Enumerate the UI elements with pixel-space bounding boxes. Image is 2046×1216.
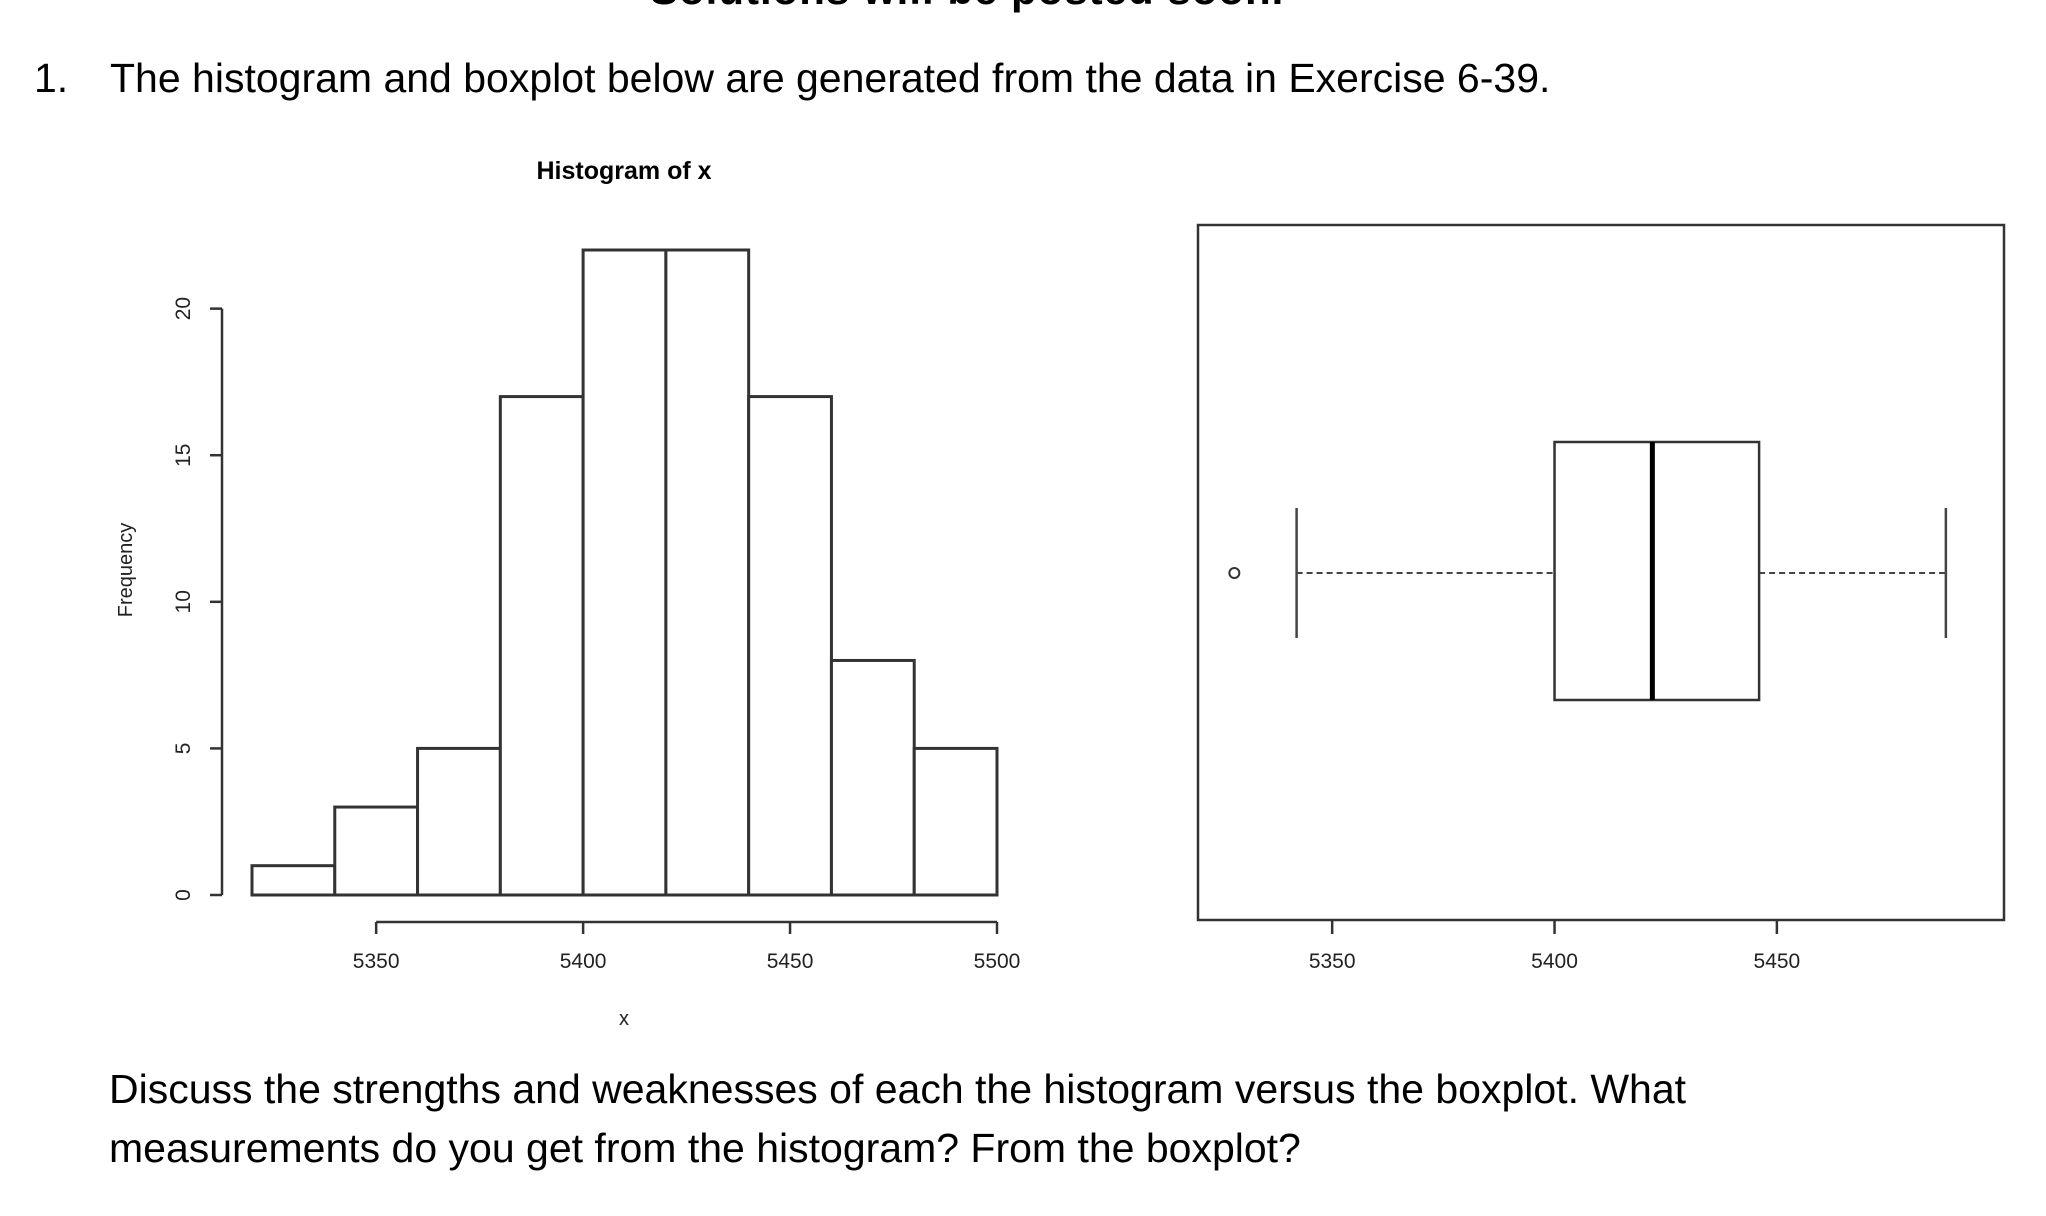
- boxplot-frame: [1196, 223, 2006, 922]
- question-text: The histogram and boxplot below are gene…: [110, 55, 1551, 101]
- histogram-bar: [581, 248, 668, 897]
- boxplot-box: [1553, 440, 1761, 702]
- y-tick-label: 15: [172, 444, 195, 467]
- x-tick-label: 5400: [560, 950, 607, 973]
- x-tick-label: 5500: [974, 950, 1021, 973]
- histogram-bar: [829, 658, 916, 897]
- x-tick-label: 5450: [767, 950, 814, 973]
- histogram-bar: [416, 746, 502, 897]
- y-tick-label: 5: [172, 743, 195, 755]
- boxplot-outlier-point: [1228, 567, 1241, 579]
- question-number: 1.: [34, 55, 69, 101]
- boxplot-x-tick-label: 5400: [1531, 950, 1578, 973]
- y-axis-label: Frequency: [115, 523, 137, 618]
- histogram-bar: [333, 805, 420, 897]
- question-line: 1. The histogram and boxplot below are ge…: [34, 55, 1550, 102]
- x-axis-label: x: [619, 1008, 629, 1030]
- histogram-bar: [747, 395, 833, 897]
- histogram-bar: [498, 395, 585, 897]
- discussion-line-2: measurements do you get from the histogr…: [109, 1125, 1301, 1171]
- histogram-bar: [912, 746, 999, 897]
- histogram-title: Histogram of x: [536, 157, 711, 185]
- y-tick-label: 0: [172, 889, 195, 901]
- histogram-bar: [664, 248, 751, 897]
- cut-off-heading: Solutions will be posted soon.: [650, 0, 1284, 14]
- x-tick-label: 5350: [353, 950, 400, 973]
- y-tick-label: 10: [172, 590, 195, 613]
- boxplot-x-tick-label: 5450: [1754, 950, 1801, 973]
- y-tick-label: 20: [172, 297, 195, 320]
- histogram-bar: [250, 864, 337, 897]
- histogram-chart: Histogram of x 0 5 10 15 20 Frequency 5350 5400 5…: [115, 157, 1021, 1030]
- discussion-line-1: Discuss the strengths and weaknesses of …: [109, 1066, 1687, 1112]
- boxplot-x-tick-label: 5350: [1309, 950, 1356, 973]
- discussion-prompt: Discuss the strengths and weaknesses of …: [109, 1060, 1959, 1178]
